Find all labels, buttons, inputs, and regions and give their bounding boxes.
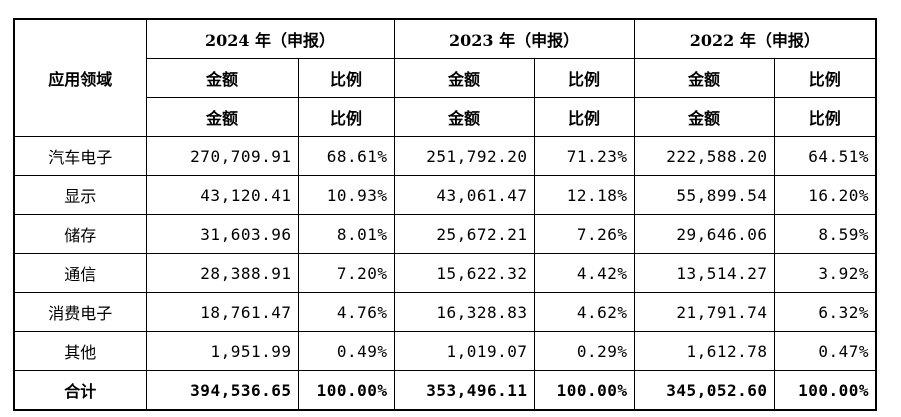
table-row: 汽车电子 270,709.91 68.61% 251,792.20 71.23%…: [13, 136, 877, 176]
ratio-cell: 4.42%: [533, 253, 635, 293]
ratio-cell: 0.29%: [533, 331, 635, 371]
category-cell: 消费电子: [13, 292, 147, 332]
year-header-2022: 2022 年（申报）: [633, 18, 877, 59]
ratio-cell: 7.26%: [533, 214, 635, 254]
amount-cell: 28,388.91: [145, 253, 299, 293]
ratio-cell: 6.32%: [773, 292, 877, 332]
sub-header-amount: 金额: [393, 97, 535, 137]
category-cell: 显示: [13, 175, 147, 215]
sub-header-amount: 金额: [633, 97, 775, 137]
category-cell: 汽车电子: [13, 136, 147, 176]
amount-cell: 251,792.20: [393, 136, 535, 176]
amount-cell: 1,951.99: [145, 331, 299, 371]
year-header-2024: 2024 年（申报）: [145, 18, 395, 59]
total-ratio-cell: 100.00%: [297, 370, 395, 411]
ratio-cell: 10.93%: [297, 175, 395, 215]
amount-cell: 15,622.32: [393, 253, 535, 293]
header-row-years: 应用领域 2024 年（申报） 2023 年（申报） 2022 年（申报）: [13, 18, 877, 137]
table-row: 显示 43,120.41 10.93% 43,061.47 12.18% 55,…: [13, 175, 877, 215]
sub-header-ratio: 比例: [773, 97, 877, 137]
application-revenue-table: 应用领域 2024 年（申报） 2023 年（申报） 2022 年（申报） 金额…: [13, 18, 878, 411]
amount-cell: 13,514.27: [633, 253, 775, 293]
table-row: 其他 1,951.99 0.49% 1,019.07 0.29% 1,612.7…: [13, 331, 877, 371]
amount-cell: 43,061.47: [393, 175, 535, 215]
ratio-cell: 8.01%: [297, 214, 395, 254]
corner-header: 应用领域: [13, 18, 147, 137]
ratio-cell: 3.92%: [773, 253, 877, 293]
total-amount-cell: 353,496.11: [393, 370, 535, 411]
amount-cell: 270,709.91: [145, 136, 299, 176]
ratio-cell: 71.23%: [533, 136, 635, 176]
amount-cell: 43,120.41: [145, 175, 299, 215]
total-label: 合计: [13, 370, 147, 411]
total-amount-cell: 394,536.65: [145, 370, 299, 411]
total-ratio-cell: 100.00%: [533, 370, 635, 411]
amount-cell: 55,899.54: [633, 175, 775, 215]
category-cell: 其他: [13, 331, 147, 371]
header-row-sub-2: 金额 比例 金额 比例 金额 比例: [14, 97, 877, 137]
ratio-cell: 4.62%: [533, 292, 635, 332]
ratio-cell: 4.76%: [297, 292, 395, 332]
year-header-2023: 2023 年（申报）: [393, 18, 635, 59]
amount-cell: 25,672.21: [393, 214, 535, 254]
table-row: 消费电子 18,761.47 4.76% 16,328.83 4.62% 21,…: [13, 292, 877, 332]
header-row-sub-1: 金额 比例 金额 比例 金额 比例: [14, 58, 877, 98]
category-cell: 储存: [13, 214, 147, 254]
table-row: 通信 28,388.91 7.20% 15,622.32 4.42% 13,51…: [13, 253, 877, 293]
amount-cell: 1,612.78: [633, 331, 775, 371]
sub-header-amount: 金额: [145, 97, 299, 137]
amount-cell: 18,761.47: [145, 292, 299, 332]
table-row: 储存 31,603.96 8.01% 25,672.21 7.26% 29,64…: [13, 214, 877, 254]
sub-header-amount: 金额: [633, 58, 775, 98]
sub-header-ratio: 比例: [533, 97, 635, 137]
category-cell: 通信: [13, 253, 147, 293]
ratio-cell: 0.47%: [773, 331, 877, 371]
ratio-cell: 8.59%: [773, 214, 877, 254]
ratio-cell: 0.49%: [297, 331, 395, 371]
amount-cell: 1,019.07: [393, 331, 535, 371]
amount-cell: 29,646.06: [633, 214, 775, 254]
sub-header-amount: 金额: [393, 58, 535, 98]
total-ratio-cell: 100.00%: [773, 370, 877, 411]
sub-header-amount: 金额: [145, 58, 299, 98]
total-row: 合计 394,536.65 100.00% 353,496.11 100.00%…: [13, 370, 877, 411]
amount-cell: 16,328.83: [393, 292, 535, 332]
amount-cell: 222,588.20: [633, 136, 775, 176]
sub-header-ratio: 比例: [297, 58, 395, 98]
ratio-cell: 7.20%: [297, 253, 395, 293]
ratio-cell: 16.20%: [773, 175, 877, 215]
ratio-cell: 64.51%: [773, 136, 877, 176]
amount-cell: 31,603.96: [145, 214, 299, 254]
ratio-cell: 12.18%: [533, 175, 635, 215]
sub-header-ratio: 比例: [533, 58, 635, 98]
sub-header-ratio: 比例: [297, 97, 395, 137]
total-amount-cell: 345,052.60: [633, 370, 775, 411]
amount-cell: 21,791.74: [633, 292, 775, 332]
ratio-cell: 68.61%: [297, 136, 395, 176]
sub-header-ratio: 比例: [773, 58, 877, 98]
